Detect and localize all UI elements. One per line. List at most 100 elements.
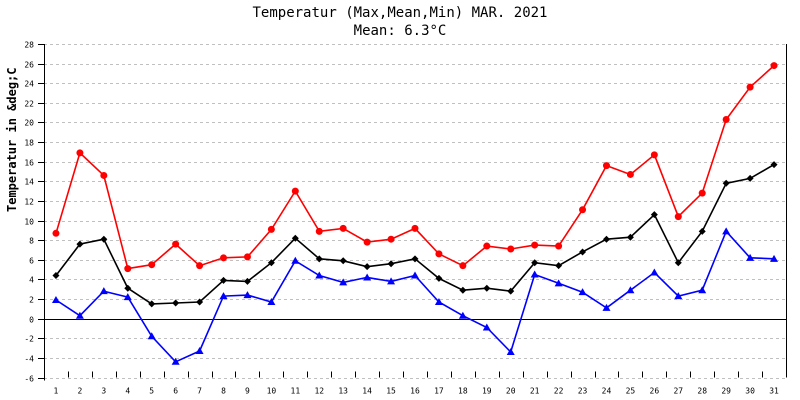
y-tick-label: 4: [29, 276, 34, 285]
data-point-diamond: [52, 271, 60, 279]
series-mean: [52, 161, 778, 308]
y-tick-label: 16: [24, 159, 34, 168]
data-point-circle: [363, 238, 371, 246]
series-line: [55, 229, 775, 363]
data-point-diamond: [674, 259, 682, 267]
x-tick-label: 15: [386, 387, 396, 396]
y-tick-label: -6: [24, 375, 34, 384]
data-point-circle: [435, 250, 443, 258]
data-point-circle: [196, 262, 204, 270]
x-tick-label: 10: [267, 387, 277, 396]
data-point-triangle: [171, 357, 180, 365]
series-max: [52, 62, 778, 273]
y-tick-label: 22: [24, 100, 34, 109]
x-tick-label: 11: [291, 387, 301, 396]
data-point-diamond: [650, 211, 658, 219]
y-tick-label: 14: [24, 178, 34, 187]
x-tick-label: 6: [173, 387, 178, 396]
data-point-triangle: [554, 279, 563, 287]
data-point-triangle: [506, 347, 515, 355]
x-tick-label: 12: [314, 387, 324, 396]
data-point-diamond: [220, 276, 228, 284]
data-point-circle: [411, 224, 419, 232]
data-point-diamond: [411, 255, 419, 263]
series-min: [51, 227, 779, 365]
data-point-circle: [291, 187, 299, 195]
data-point-circle: [76, 149, 84, 157]
data-point-triangle: [123, 293, 132, 301]
data-point-triangle: [147, 332, 156, 340]
gridlines: [44, 44, 786, 379]
data-point-circle: [507, 245, 515, 253]
data-point-circle: [387, 235, 395, 243]
data-point-diamond: [555, 262, 563, 270]
y-tick-label: -2: [24, 335, 34, 344]
x-tick-label: 16: [410, 387, 420, 396]
data-point-diamond: [315, 255, 323, 263]
x-tick-label: 19: [482, 387, 492, 396]
data-point-triangle: [626, 286, 635, 294]
data-point-triangle: [243, 291, 252, 299]
data-point-triangle: [770, 254, 779, 262]
y-tick-label: 26: [24, 61, 34, 70]
data-point-triangle: [51, 296, 60, 304]
data-point-diamond: [507, 287, 515, 295]
y-tick-label: 6: [29, 257, 34, 266]
data-point-diamond: [698, 227, 706, 235]
data-point-circle: [339, 224, 347, 232]
data-point-diamond: [531, 259, 539, 267]
data-point-circle: [172, 240, 180, 248]
data-point-triangle: [458, 311, 467, 319]
x-tick-label: 23: [578, 387, 588, 396]
x-tick-label: 22: [554, 387, 564, 396]
data-point-circle: [674, 213, 682, 221]
y-tick-label: 20: [24, 119, 34, 128]
data-point-circle: [315, 227, 323, 235]
data-point-triangle: [99, 287, 108, 295]
data-point-circle: [267, 225, 275, 233]
x-tick-label: 3: [101, 387, 106, 396]
data-point-diamond: [100, 235, 108, 243]
x-tick-label: 24: [602, 387, 612, 396]
data-point-diamond: [196, 298, 204, 306]
data-point-circle: [746, 83, 754, 91]
x-tick-label: 8: [221, 387, 226, 396]
y-tick-label: 2: [29, 296, 34, 305]
x-tick-label: 26: [650, 387, 660, 396]
y-tick-label: 12: [24, 198, 34, 207]
y-tick-label: 24: [24, 80, 34, 89]
data-point-diamond: [722, 179, 730, 187]
data-point-triangle: [578, 288, 587, 296]
data-point-triangle: [195, 347, 204, 355]
x-tick-label: 4: [125, 387, 130, 396]
x-tick-label: 1: [54, 387, 59, 396]
data-point-triangle: [411, 271, 419, 279]
x-tick-label: 25: [626, 387, 636, 396]
data-point-triangle: [650, 268, 659, 276]
y-tick-label: 10: [24, 218, 34, 227]
data-point-circle: [602, 162, 610, 170]
data-point-diamond: [148, 300, 156, 308]
x-tick-label: 5: [149, 387, 154, 396]
x-tick-label: 7: [197, 387, 202, 396]
data-point-diamond: [267, 259, 275, 267]
data-point-triangle: [267, 297, 276, 305]
y-tick-label: 18: [24, 139, 34, 148]
data-point-triangle: [291, 256, 300, 264]
data-point-circle: [722, 116, 730, 124]
chart-subtitle: Mean: 6.3°C: [353, 23, 447, 39]
x-tick-label: 14: [362, 387, 372, 396]
data-point-circle: [531, 241, 539, 249]
data-point-triangle: [674, 292, 683, 300]
data-point-triangle: [363, 273, 372, 281]
x-tick-label: 21: [530, 387, 540, 396]
y-tick-label: -4: [24, 355, 34, 364]
data-point-diamond: [579, 248, 587, 256]
data-point-diamond: [124, 284, 132, 292]
x-tick-label: 18: [458, 387, 468, 396]
y-tick-label: 28: [24, 41, 34, 50]
data-point-diamond: [459, 286, 467, 294]
